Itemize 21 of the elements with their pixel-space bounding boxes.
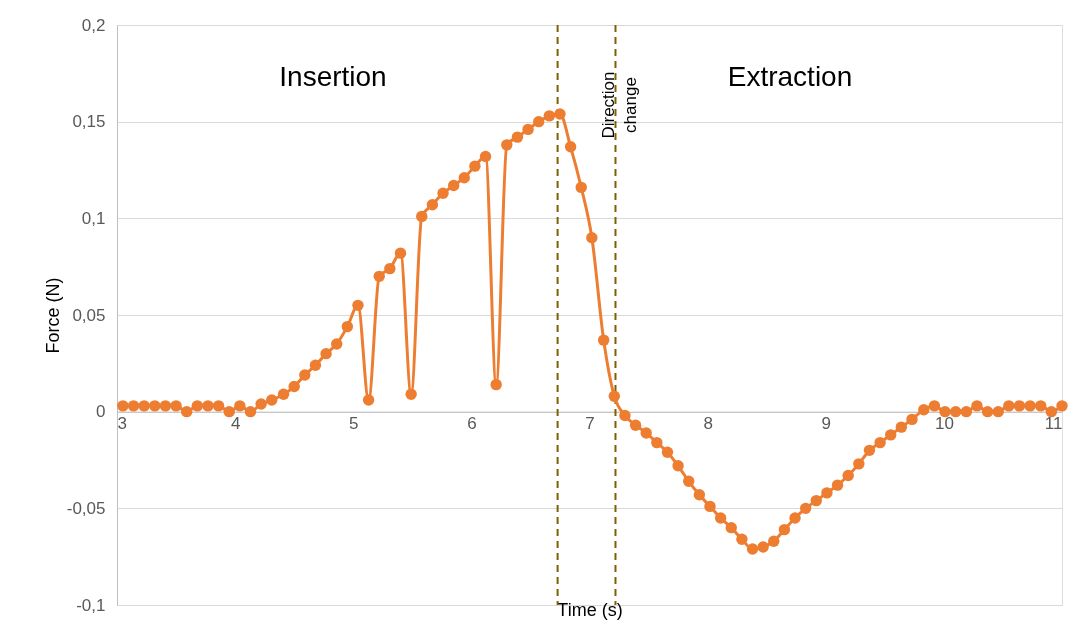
y-tick-label: -0,05 xyxy=(66,498,106,518)
x-tick-label: 4 xyxy=(230,414,241,434)
annotation: Extraction xyxy=(727,61,853,92)
x-tick-label: 6 xyxy=(467,414,477,434)
annotation: Insertion xyxy=(279,61,387,92)
x-axis-title: Time (s) xyxy=(557,599,623,620)
y-tick-label: 0 xyxy=(96,402,106,422)
x-tick-label: 10 xyxy=(934,414,954,434)
y-tick-label: 0,05 xyxy=(72,305,106,325)
x-tick-label: 3 xyxy=(117,414,127,434)
y-tick-label: -0,1 xyxy=(76,595,106,615)
y-tick-label: 0,2 xyxy=(81,15,106,35)
x-tick-label: 7 xyxy=(585,414,595,434)
annotation: Direction change xyxy=(599,71,640,139)
y-axis-title: Force (N) xyxy=(42,277,63,354)
x-tick-label: 9 xyxy=(821,414,831,434)
x-tick-label: 11 xyxy=(1044,414,1063,434)
y-tick-label: 0,1 xyxy=(81,208,106,228)
x-tick-label: 5 xyxy=(349,414,359,434)
y-tick-label: 0,15 xyxy=(72,112,106,132)
x-tick-label: 8 xyxy=(703,414,713,434)
